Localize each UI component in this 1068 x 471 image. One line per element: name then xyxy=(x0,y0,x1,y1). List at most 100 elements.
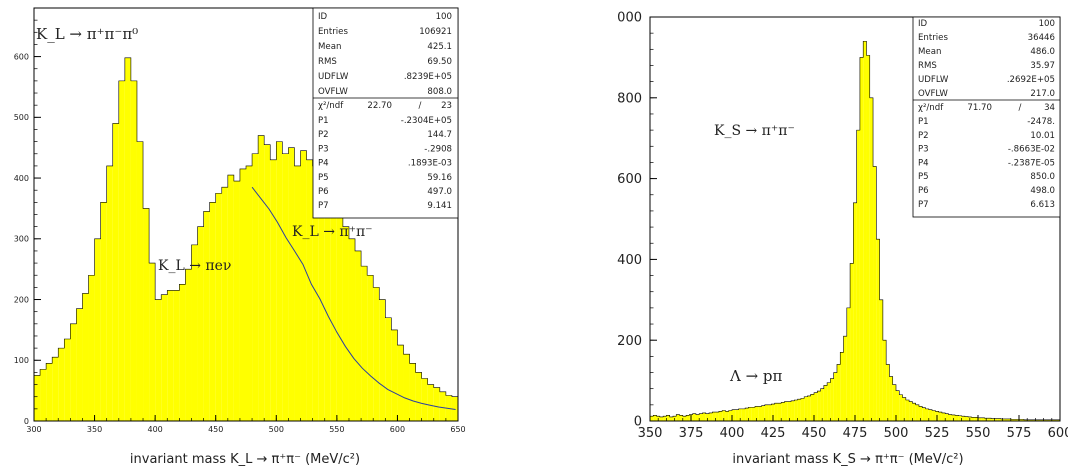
l-histogram-bin xyxy=(155,299,162,421)
right-stat-id-label: ID xyxy=(918,19,928,29)
r-histogram-bin xyxy=(1010,419,1015,421)
l-histogram-bin xyxy=(439,391,446,421)
r-histogram-bin xyxy=(948,414,952,421)
r-histogram-bin xyxy=(653,415,657,421)
l-param-value: .1893E-03 xyxy=(408,159,452,169)
l-histogram-bin xyxy=(58,348,65,421)
l-histogram-bin xyxy=(403,354,410,421)
r-x-tick-label: 350 xyxy=(638,426,663,441)
r-histogram-bin xyxy=(712,412,716,421)
l-y-tick-label: 600 xyxy=(14,52,29,61)
left-x-axis-label: invariant mass K_L → π⁺π⁻ (MeV/c²) xyxy=(130,452,360,467)
l-x-tick-label: 600 xyxy=(390,425,405,434)
left-stat-mean-label: Mean xyxy=(318,42,341,52)
r-histogram-bin xyxy=(728,410,732,421)
left-stat-id-value: 100 xyxy=(436,12,452,22)
l-param-label: P4 xyxy=(318,159,329,169)
r-histogram-bin xyxy=(869,97,874,422)
r-histogram-bin xyxy=(987,418,992,421)
l-histogram-bin xyxy=(336,208,343,421)
right-stat-mean-label: Mean xyxy=(918,47,941,57)
l-param-value: 9.141 xyxy=(427,201,452,211)
l-y-tick-label: 500 xyxy=(14,113,29,122)
l-histogram-bin xyxy=(397,345,404,421)
l-histogram-bin xyxy=(173,290,180,421)
r-histogram-bin xyxy=(846,307,851,421)
r-histogram-bin xyxy=(1043,419,1047,421)
l-histogram-bin xyxy=(130,80,137,421)
r-histogram-bin xyxy=(974,417,978,421)
r-x-tick-label: 400 xyxy=(720,426,745,441)
r-param-label: P2 xyxy=(918,131,929,141)
r-x-tick-label: 450 xyxy=(802,426,827,441)
r-histogram-bin xyxy=(859,57,864,422)
r-histogram-bin xyxy=(745,408,749,421)
left-histogram-panel: 300 350 400 450 500 550 600 650 0 100 200 300 400 50… xyxy=(14,7,466,467)
r-x-tick-label: 550 xyxy=(966,426,991,441)
r-histogram-bin xyxy=(830,378,834,421)
left-stat-ovflw-label: OVFLW xyxy=(318,87,348,97)
l-y-tick-label: 300 xyxy=(14,235,29,244)
r-histogram-bin xyxy=(879,299,883,421)
left-stat-rms-value: 69.50 xyxy=(427,57,452,67)
l-histogram-bin xyxy=(246,165,253,421)
r-histogram-bin xyxy=(997,418,1001,421)
r-y-tick-label: 400 xyxy=(617,253,642,268)
l-histogram-bin xyxy=(385,317,392,421)
r-histogram-bin xyxy=(663,416,667,421)
right-x-axis-label: invariant mass K_S → π⁺π⁻ (MeV/c²) xyxy=(732,452,963,467)
r-histogram-bin xyxy=(666,415,670,421)
l-histogram-bin xyxy=(100,202,107,421)
l-histogram-bin xyxy=(355,250,362,421)
left-stat-rms-label: RMS xyxy=(318,57,337,67)
l-histogram-bin xyxy=(40,369,47,422)
left-stat-chi2-value: 22.70 xyxy=(367,101,392,111)
l-histogram-bin xyxy=(94,238,101,421)
l-histogram-bin xyxy=(270,159,277,421)
l-histogram-bin xyxy=(367,275,374,421)
right-stat-udflw-value: .2692E+05 xyxy=(1007,75,1055,85)
r-histogram-bin xyxy=(804,396,808,421)
r-histogram-bin xyxy=(905,399,910,421)
l-histogram-bin xyxy=(215,193,222,421)
r-param-label: P6 xyxy=(918,186,929,196)
l-histogram-bin xyxy=(167,290,174,421)
r-histogram-bin xyxy=(981,417,985,421)
r-histogram-bin xyxy=(814,392,818,421)
l-histogram-bin xyxy=(252,153,259,421)
r-histogram-bin xyxy=(781,402,785,421)
l-histogram-bin xyxy=(342,226,349,421)
r-histogram-bin xyxy=(978,417,982,421)
r-histogram-bin xyxy=(754,406,759,421)
l-histogram-bin xyxy=(330,202,337,421)
r-histogram-bin xyxy=(741,408,746,421)
r-x-tick-label: 525 xyxy=(925,426,950,441)
l-histogram-bin xyxy=(415,372,422,421)
left-stats-frame xyxy=(312,7,459,219)
l-histogram-bin xyxy=(318,171,325,421)
l-x-tick-label: 400 xyxy=(148,425,163,434)
r-histogram-bin xyxy=(922,407,926,421)
right-histogram-bars xyxy=(649,40,1060,422)
r-histogram-bin xyxy=(738,408,742,421)
r-histogram-bin xyxy=(794,399,798,421)
r-histogram-bin xyxy=(840,352,844,421)
r-x-tick-label: 475 xyxy=(843,426,868,441)
r-histogram-bin xyxy=(876,239,880,421)
r-histogram-bin xyxy=(715,412,719,421)
r-histogram-bin xyxy=(787,401,792,421)
left-stat-chi2-slash: / xyxy=(419,101,422,111)
l-param-value: 59.16 xyxy=(427,173,452,183)
r-histogram-bin xyxy=(732,409,736,421)
right-stat-mean-value: 486.0 xyxy=(1030,47,1055,57)
r-x-tick-label: 375 xyxy=(679,426,704,441)
l-histogram-bin xyxy=(112,123,119,422)
r-histogram-bin xyxy=(771,404,775,421)
r-histogram-bin xyxy=(761,405,765,421)
r-histogram-bin xyxy=(777,403,782,421)
l-param-label: P5 xyxy=(318,173,329,183)
l-histogram-bin xyxy=(433,387,440,421)
l-histogram-bin xyxy=(288,147,295,421)
r-x-tick-label: 600 xyxy=(1048,426,1068,441)
